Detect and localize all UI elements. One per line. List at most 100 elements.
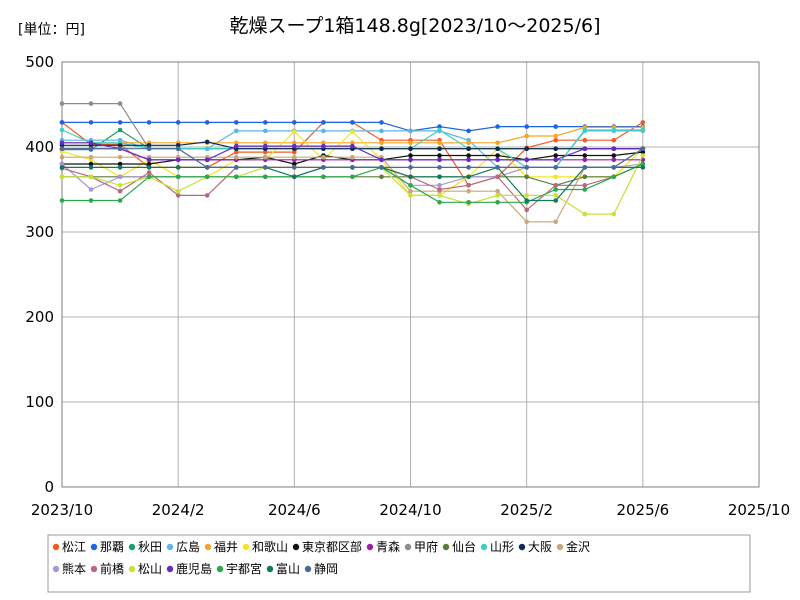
data-point <box>582 137 588 143</box>
data-point <box>437 146 442 151</box>
legend-marker <box>442 543 450 551</box>
data-point <box>640 127 646 133</box>
data-point <box>495 146 500 151</box>
legend-marker <box>304 565 312 573</box>
data-point <box>292 165 297 170</box>
y-tick-label: 300 <box>25 223 54 241</box>
data-point <box>524 219 529 225</box>
data-point <box>495 165 500 170</box>
data-point <box>611 153 617 158</box>
data-point <box>466 153 471 158</box>
data-point <box>553 133 558 139</box>
legend-label: 東京都区部 <box>302 539 362 554</box>
data-point <box>292 149 297 155</box>
x-tick-label: 2025/2 <box>500 501 553 519</box>
data-point <box>611 211 617 217</box>
data-point <box>321 143 326 149</box>
data-point <box>408 193 413 198</box>
legend-item: 那覇 <box>90 540 124 554</box>
legend-item: 熊本 <box>52 561 86 576</box>
legend-item: 仙台 <box>442 539 476 554</box>
data-point <box>582 165 588 170</box>
data-point <box>263 120 268 125</box>
data-point <box>321 174 326 180</box>
data-point <box>146 143 152 148</box>
data-point <box>466 146 471 151</box>
data-point <box>204 157 210 163</box>
data-point <box>379 120 384 125</box>
data-point <box>292 129 297 134</box>
grid-lines <box>62 62 759 487</box>
data-point <box>553 146 558 151</box>
series-鹿児島 <box>59 140 646 163</box>
data-point <box>466 188 471 194</box>
legend-label: 那覇 <box>100 540 124 554</box>
data-point <box>59 161 65 167</box>
data-point <box>117 143 123 148</box>
data-point <box>408 165 413 170</box>
data-point <box>466 183 471 188</box>
legend-label: 金沢 <box>566 539 590 554</box>
data-point <box>495 140 500 146</box>
data-point <box>437 187 442 192</box>
data-point <box>234 149 239 155</box>
data-point <box>553 137 558 143</box>
data-point <box>524 198 529 203</box>
legend-label: 青森 <box>376 539 400 554</box>
data-point <box>379 165 384 170</box>
legend-label: 鹿児島 <box>176 561 212 576</box>
data-point <box>640 146 646 151</box>
data-point <box>88 198 94 203</box>
data-point <box>408 153 413 158</box>
data-point <box>524 207 529 213</box>
legend-item: 青森 <box>366 539 400 554</box>
data-point <box>117 154 123 160</box>
data-point <box>204 139 210 145</box>
data-point <box>292 154 297 160</box>
data-point <box>263 174 268 180</box>
data-point <box>263 128 268 134</box>
y-tick-label: 400 <box>25 138 54 156</box>
data-point <box>553 183 558 188</box>
legend-item: 金沢 <box>556 539 590 554</box>
data-point <box>611 165 617 170</box>
data-point <box>88 154 94 160</box>
data-point <box>408 183 413 188</box>
data-point <box>437 157 442 163</box>
legend-item: 東京都区部 <box>292 539 362 554</box>
data-point <box>146 120 152 125</box>
legend-box <box>47 534 751 593</box>
data-point <box>146 170 152 175</box>
legend-marker <box>518 543 526 551</box>
data-point <box>146 146 152 151</box>
data-point <box>524 133 529 139</box>
data-point <box>234 143 239 149</box>
legend-marker <box>292 543 300 551</box>
data-point <box>321 120 326 125</box>
data-point <box>117 120 123 125</box>
legend-marker <box>216 565 224 573</box>
data-point <box>350 154 355 160</box>
legend-marker <box>366 543 374 551</box>
chart-title: 乾燥スープ1箱148.8g[2023/10～2025/6] <box>229 15 600 37</box>
data-point <box>553 219 558 225</box>
x-tick-label: 2024/2 <box>152 501 205 519</box>
data-point <box>59 140 65 146</box>
legend-marker <box>166 543 174 551</box>
data-point <box>263 143 268 149</box>
data-point <box>234 154 239 160</box>
data-point <box>263 149 268 155</box>
x-axis: 2023/10 2024/2 2024/6 2024/10 2025/2 2025/6 20… <box>31 501 790 519</box>
legend-label: 甲府 <box>414 539 438 554</box>
data-point <box>234 140 239 146</box>
data-point <box>640 161 646 167</box>
legend-marker <box>204 543 212 551</box>
data-point <box>146 174 152 180</box>
data-point <box>524 157 529 163</box>
data-point <box>204 193 210 198</box>
legend-item: 富山 <box>266 561 300 576</box>
legend-item: 福井 <box>204 539 238 554</box>
data-point <box>59 174 65 180</box>
data-point <box>117 165 123 170</box>
